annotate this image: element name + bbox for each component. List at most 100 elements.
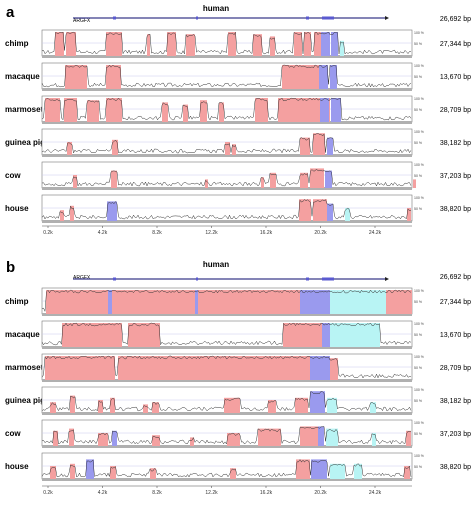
conserved-region (67, 142, 72, 155)
conserved-region (112, 290, 195, 314)
conserved-region (268, 400, 276, 413)
exon-marker (306, 16, 309, 20)
scale-label-bottom: 50 % (414, 465, 422, 469)
scale-label-top: 100 % (414, 64, 424, 68)
conserved-region (296, 459, 310, 479)
track-baseline (42, 88, 412, 91)
conserved-region (46, 290, 108, 314)
conserved-region (228, 32, 236, 56)
conserved-region (313, 199, 327, 221)
conserved-region (106, 98, 122, 122)
sequence-length: 28,709 bp (440, 365, 471, 372)
conserved-region (306, 65, 319, 89)
conserved-region (407, 208, 411, 221)
conserved-region (313, 133, 325, 155)
axis-tick-label: 12.2k (205, 490, 218, 496)
scale-label-bottom: 50 % (414, 300, 422, 304)
conserved-region (55, 32, 64, 56)
scale-label-top: 100 % (414, 97, 424, 101)
conservation-trace (41, 426, 412, 445)
conserved-region (98, 400, 103, 413)
species-label: cow (5, 171, 21, 180)
conserved-region (147, 34, 150, 56)
scale-label-bottom: 50 % (414, 75, 422, 79)
axis-tick-label: 12.2k (205, 230, 218, 236)
conserved-region (345, 208, 350, 221)
sequence-length: 13,670 bp (440, 332, 471, 339)
species-label: cow (5, 429, 21, 438)
conserved-region (330, 65, 337, 89)
species-label: macaque (5, 72, 40, 81)
conserved-region (320, 98, 329, 122)
track-baseline (42, 478, 412, 481)
conserved-region (331, 98, 341, 122)
conserved-region (110, 466, 116, 479)
scale-label-bottom: 50 % (414, 366, 422, 370)
conservation-trace (41, 322, 412, 346)
conservation-trace (41, 459, 412, 478)
scale-label-bottom: 50 % (414, 432, 422, 436)
conserved-region (70, 205, 74, 221)
conserved-region (219, 102, 224, 122)
conservation-trace (41, 391, 412, 412)
scale-label-bottom: 50 % (414, 207, 422, 211)
conserved-region (340, 40, 344, 56)
conserved-region (300, 290, 330, 314)
species-label: marmoset (5, 363, 44, 372)
track-baseline (42, 220, 412, 223)
conserved-region (69, 428, 74, 446)
conserved-region (230, 468, 236, 479)
sequence-length: 38,182 bp (440, 140, 471, 147)
scale-label-top: 100 % (414, 130, 424, 134)
conserved-region (86, 459, 94, 479)
conserved-region (232, 144, 236, 155)
exon-marker (306, 277, 309, 281)
conserved-region (107, 201, 117, 221)
conserved-region (319, 65, 328, 89)
track-baseline (42, 187, 412, 190)
conserved-region (167, 32, 176, 56)
conserved-region (162, 102, 168, 122)
scale-label-top: 100 % (414, 454, 424, 458)
conserved-region (224, 397, 240, 413)
track-baseline (42, 154, 412, 157)
conservation-trace (41, 289, 412, 313)
gene-label-b: ARGFX (73, 275, 91, 281)
conserved-region (327, 137, 333, 155)
conserved-region (406, 430, 411, 446)
track-baseline (42, 412, 412, 415)
conserved-region (330, 290, 386, 314)
conserved-region (128, 323, 160, 347)
track-baseline (42, 346, 412, 349)
exon-marker (113, 277, 116, 281)
panel-a-tracks: 0.2k 4.2k 8.2k 12.2k 16.2k 20.2k 24.2k 100 % 50 … (41, 16, 424, 236)
conserved-region (62, 323, 122, 347)
species-label: guinea pig (5, 396, 45, 405)
panel-label-b: b (6, 259, 15, 276)
conserved-region (186, 34, 195, 56)
conserved-region (331, 32, 338, 56)
track-baseline (42, 55, 412, 58)
strand-arrow-icon (385, 16, 389, 20)
scale-label-bottom: 50 % (414, 333, 422, 337)
conserved-region (190, 437, 194, 446)
sequence-length: 28,709 bp (440, 107, 471, 114)
conserved-region (330, 323, 380, 347)
conserved-region (310, 168, 324, 188)
sequence-length: 13,670 bp (440, 74, 471, 81)
species-label: chimp (5, 297, 29, 306)
reference-name-a: human (203, 4, 229, 13)
scale-label-top: 100 % (414, 388, 424, 392)
conserved-region (372, 433, 376, 446)
scale-label-bottom: 50 % (414, 399, 422, 403)
conserved-region (330, 463, 345, 479)
axis-tick-label: 0.2k (43, 230, 53, 236)
conserved-region (325, 170, 332, 188)
conserved-region (87, 100, 99, 122)
scale-label-bottom: 50 % (414, 42, 422, 46)
conserved-region (73, 175, 77, 188)
conserved-region (253, 34, 262, 56)
axis-tick-label: 0.2k (43, 490, 53, 496)
axis-tick-label: 16.2k (260, 230, 273, 236)
panel-b-tracks: 0.2k 4.2k 8.2k 12.2k 16.2k 20.2k 24.2k 100 % 50 … (41, 277, 424, 496)
